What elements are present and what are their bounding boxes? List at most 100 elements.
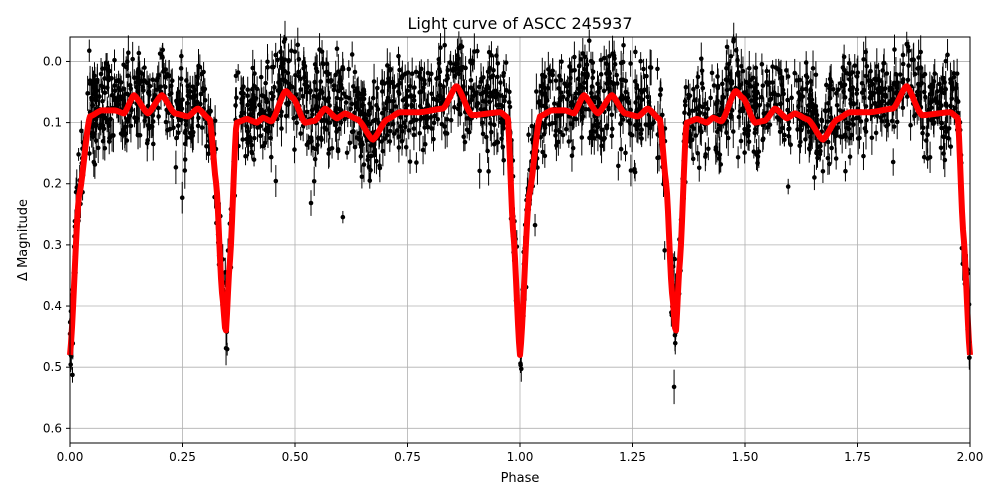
observation-point [304,109,310,115]
observation-point [639,136,644,141]
observation-point [235,70,241,75]
observation-point [536,99,542,104]
observation-point [818,148,823,154]
observation-point [176,130,181,136]
observation-point [269,64,275,70]
observation-point [491,67,496,73]
observation-point [518,361,523,366]
observation-point [905,77,911,83]
observation-point [391,98,396,104]
observation-point [941,134,946,140]
observation-point [604,125,610,131]
observation-point [484,134,489,140]
observation-point [374,158,379,164]
observation-point [417,130,423,136]
observation-point [625,95,631,101]
x-tick-label: 1.75 [844,450,871,464]
observation-point [347,140,353,146]
observation-point [938,145,944,151]
observation-point [850,85,856,90]
observation-point [292,147,297,152]
observation-point [97,125,103,131]
observation-point [486,169,491,174]
observation-point [313,87,319,93]
observation-point [321,96,327,101]
observation-point [553,133,558,138]
observation-point [782,137,787,143]
observation-point [233,103,238,108]
observation-point [829,145,834,151]
observation-point [248,112,253,117]
observation-point [648,125,653,131]
observation-point [859,90,865,95]
observation-point [498,93,504,98]
observation-point [695,150,701,156]
x-tick-label: 0.50 [282,450,309,464]
observation-point [413,69,419,75]
observation-point [263,80,268,86]
observation-point [86,48,92,53]
observation-point [588,58,594,64]
observation-point [79,128,84,134]
observation-point [692,98,697,103]
observation-point [399,138,405,144]
observation-point [928,117,934,123]
observation-point [261,109,267,115]
observation-point [703,154,708,159]
observation-point [402,71,408,77]
observation-point [900,105,906,111]
observation-point [777,129,783,135]
observation-point [891,124,897,129]
observation-point [364,119,370,125]
observation-point [810,66,816,71]
observation-point [323,69,329,75]
observation-point [283,79,288,84]
observation-point [553,78,559,83]
observation-point [723,77,729,83]
observation-point [422,81,427,87]
observation-point [841,54,847,60]
observation-point [494,53,499,58]
observation-point [688,136,693,142]
observation-point [542,153,548,159]
observation-point [198,91,204,97]
observation-point [409,102,414,108]
observation-point [920,125,926,131]
observation-point [611,53,617,58]
observation-point [824,82,829,88]
observation-point [413,117,419,123]
observation-point [563,126,569,132]
observation-point [573,116,579,122]
observation-point [825,155,831,161]
observation-point [728,53,734,59]
observation-point [243,153,248,159]
observation-point [258,74,264,80]
observation-point [382,81,387,86]
observation-point [141,88,146,93]
observation-point [660,112,665,118]
observation-point [177,104,182,109]
observation-point [807,147,812,152]
x-tick-label: 1.25 [619,450,646,464]
observation-point [366,112,372,118]
observation-point [174,98,179,104]
observation-point [346,95,352,101]
observation-point [698,56,704,62]
observation-point [187,89,193,94]
observation-point [174,135,179,141]
observation-point [122,132,128,138]
observation-point [621,42,626,48]
observation-point [871,90,877,96]
observation-point [760,83,766,88]
observation-point [368,153,374,159]
observation-point [945,52,950,58]
observation-point [609,126,615,132]
observation-point [296,73,302,79]
observation-point [872,100,878,106]
observation-point [291,115,297,121]
observation-point [611,80,616,86]
observation-point [308,135,314,140]
observation-point [336,126,342,132]
